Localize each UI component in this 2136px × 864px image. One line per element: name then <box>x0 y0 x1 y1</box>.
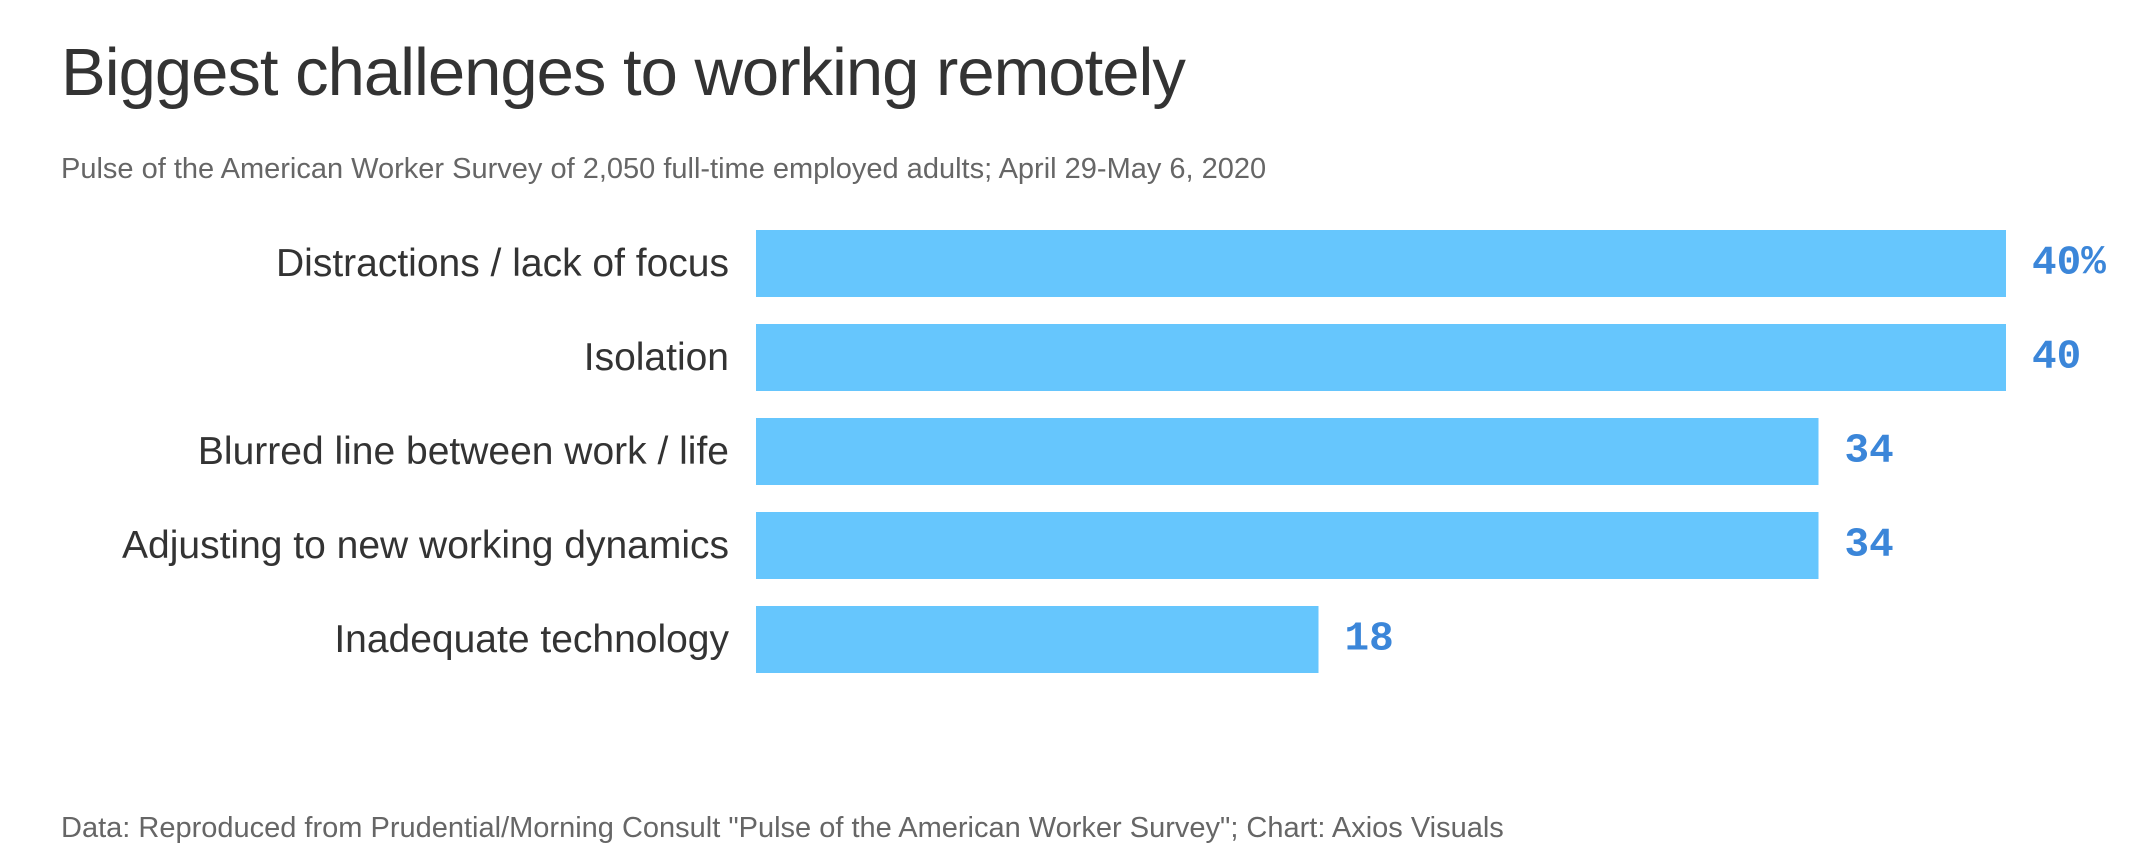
bar-4 <box>756 606 1319 673</box>
bar-chart: Distractions / lack of focus 40% Isolation… <box>122 230 2106 673</box>
chart-subtitle: Pulse of the American Worker Survey of 2… <box>61 153 1267 185</box>
category-label-2: Blurred line between work / life <box>198 430 729 473</box>
bar-1 <box>756 324 2006 391</box>
value-label-3: 34 <box>1845 523 1894 569</box>
category-label-0: Distractions / lack of focus <box>276 242 729 285</box>
category-label-4: Inadequate technology <box>334 618 729 661</box>
value-label-2: 34 <box>1845 429 1894 475</box>
chart-source-note: Data: Reproduced from Prudential/Morning… <box>61 812 1504 844</box>
category-label-1: Isolation <box>584 336 729 379</box>
value-label-4: 18 <box>1345 617 1394 663</box>
bar-2 <box>756 418 1819 485</box>
bar-0 <box>756 230 2006 297</box>
chart-title: Biggest challenges to working remotely <box>61 35 1186 110</box>
category-label-3: Adjusting to new working dynamics <box>122 524 729 567</box>
value-label-0: 40% <box>2032 241 2106 287</box>
value-label-1: 40 <box>2032 335 2081 381</box>
bar-3 <box>756 512 1819 579</box>
